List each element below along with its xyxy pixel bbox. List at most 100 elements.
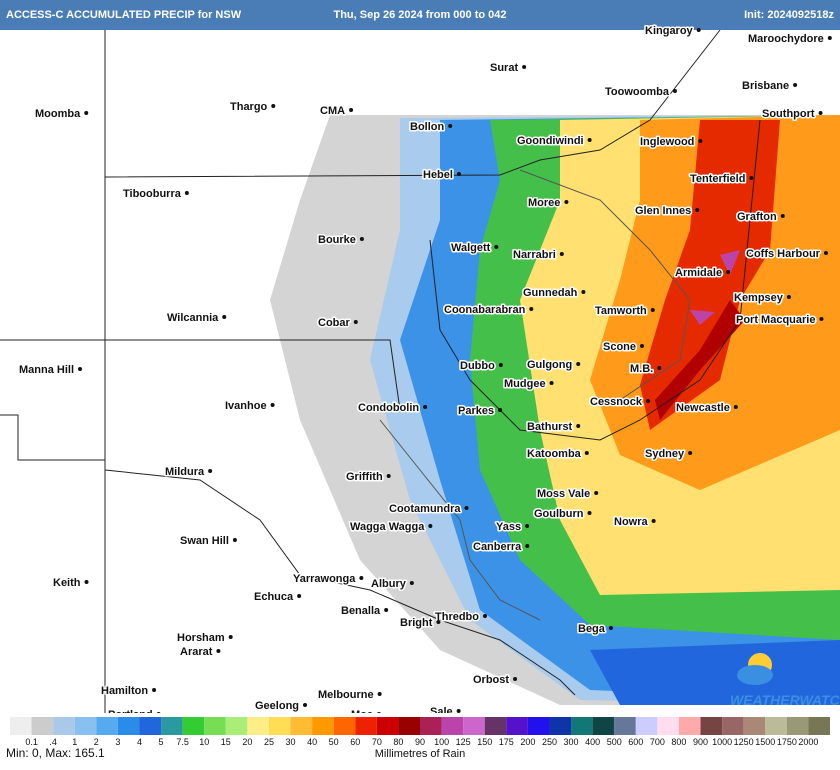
legend-swatch xyxy=(484,717,507,735)
place-label: Thredbo xyxy=(435,611,479,623)
place-dot xyxy=(726,270,731,274)
place-label: Geelong xyxy=(255,700,299,712)
place-label: Toowoomba xyxy=(605,86,670,98)
place-label: Griffith xyxy=(346,471,383,483)
place-label: Moss Vale xyxy=(537,488,590,500)
place-label: Grafton xyxy=(737,211,777,223)
boundaries xyxy=(0,29,761,765)
range-text: Min: 0, Max: 165.1 xyxy=(6,746,105,760)
place-label: Cessnock xyxy=(590,396,643,408)
place-label: Melbourne xyxy=(318,689,374,701)
place-label: Walgett xyxy=(451,242,491,254)
place-label: Albury xyxy=(371,578,407,590)
place-label: Dubbo xyxy=(460,360,495,372)
legend-swatch xyxy=(182,717,205,735)
place-dot xyxy=(498,363,503,367)
legend-label: 3 xyxy=(115,737,120,747)
legend-swatch xyxy=(290,717,313,735)
legend-label: 2 xyxy=(94,737,99,747)
legend-label: 25 xyxy=(264,737,274,747)
place-label: Surat xyxy=(490,62,518,74)
place-dot xyxy=(78,367,83,371)
place-label: Hamilton xyxy=(101,685,148,697)
legend-label: 400 xyxy=(585,737,600,747)
place-dot xyxy=(270,403,275,407)
legend-label: 30 xyxy=(286,737,296,747)
place-dot xyxy=(228,635,233,639)
place-label: Moomba xyxy=(35,108,81,120)
place-dot xyxy=(428,524,433,528)
place-label: Swan Hill xyxy=(180,535,229,547)
legend-swatch xyxy=(204,717,226,735)
legend-swatch xyxy=(786,717,809,735)
legend-label: 500 xyxy=(607,737,622,747)
place-dot xyxy=(749,176,754,180)
place-dot xyxy=(525,524,530,528)
legend-label: 2000 xyxy=(798,737,818,747)
place-label: Tibooburra xyxy=(123,188,182,200)
legend-swatch xyxy=(463,717,485,735)
place-label: Kempsey xyxy=(734,292,784,304)
place-label: CMA xyxy=(320,105,345,117)
header-run: Thu, Sep 26 2024 from 000 to 042 xyxy=(333,9,506,21)
place-label: Newcastle xyxy=(676,402,730,414)
place-label: Maroochydore xyxy=(748,33,824,45)
legend-label: 800 xyxy=(671,737,686,747)
place-label: M.B. xyxy=(630,363,653,375)
legend-swatch xyxy=(700,717,723,735)
place-dot xyxy=(353,320,358,324)
place-label: Glen Innes xyxy=(635,205,691,217)
legend-label: 900 xyxy=(693,737,708,747)
place-dot xyxy=(271,104,276,108)
place-dot xyxy=(222,315,227,319)
place-dot xyxy=(498,408,503,412)
place-label: Echuca xyxy=(254,591,294,603)
place-dot xyxy=(384,608,389,612)
place-dot xyxy=(359,237,364,241)
place-dot xyxy=(522,65,527,69)
place-dot xyxy=(436,620,441,624)
place-dot xyxy=(640,344,645,348)
place-dot xyxy=(608,626,613,630)
legend-label: 20 xyxy=(242,737,252,747)
place-dot xyxy=(587,138,592,142)
place-label: Tamworth xyxy=(595,305,647,317)
place-dot xyxy=(657,366,662,370)
legend-label: 40 xyxy=(307,737,317,747)
place-dot xyxy=(456,172,461,176)
legend-swatch xyxy=(722,717,744,735)
place-labels: Kingaroy Maroochydore Surat Brisbane Toowoom… xyxy=(18,24,832,723)
legend-label: 1000 xyxy=(712,737,732,747)
place-dot xyxy=(733,405,738,409)
place-label: Gunnedah xyxy=(523,287,578,299)
legend-label: 60 xyxy=(350,737,360,747)
place-label: Ivanhoe xyxy=(225,400,267,412)
legend-label: 150 xyxy=(477,737,492,747)
place-dot xyxy=(827,36,832,40)
legend-swatch xyxy=(10,717,32,735)
legend-label: 200 xyxy=(520,737,535,747)
place-label: Southport xyxy=(762,108,815,120)
place-label: Goondiwindi xyxy=(517,135,584,147)
place-label: Sydney xyxy=(645,448,685,460)
legend-label: 100 xyxy=(434,737,449,747)
place-dot xyxy=(152,688,157,692)
place-dot xyxy=(303,703,308,707)
legend-swatch xyxy=(376,717,399,735)
legend-swatch xyxy=(765,717,787,735)
legend-label: 5 xyxy=(159,737,164,747)
units-text: Millimetres of Rain xyxy=(375,748,465,760)
legend-swatch xyxy=(592,717,615,735)
place-label: Kingaroy xyxy=(645,25,694,37)
place-dot xyxy=(594,491,599,495)
place-label: Thargo xyxy=(230,101,268,113)
place-label: Coffs Harbour xyxy=(746,248,821,260)
place-dot xyxy=(216,649,221,653)
place-label: Yarrawonga xyxy=(293,573,356,585)
legend-swatch xyxy=(247,717,269,735)
place-label: Parkes xyxy=(458,405,494,417)
place-dot xyxy=(525,544,530,548)
place-label: Horsham xyxy=(177,632,225,644)
place-dot xyxy=(297,594,302,598)
place-dot xyxy=(513,677,518,681)
